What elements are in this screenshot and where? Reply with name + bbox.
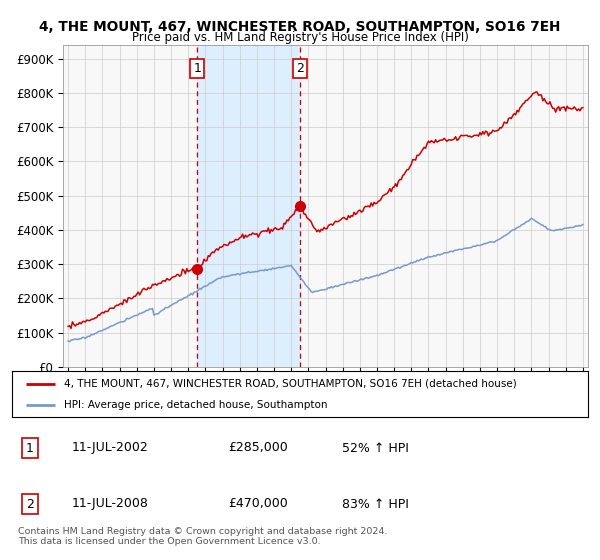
Text: £470,000: £470,000 xyxy=(228,497,288,511)
Text: 4, THE MOUNT, 467, WINCHESTER ROAD, SOUTHAMPTON, SO16 7EH: 4, THE MOUNT, 467, WINCHESTER ROAD, SOUT… xyxy=(40,20,560,34)
Text: £285,000: £285,000 xyxy=(228,441,288,455)
Text: 2: 2 xyxy=(296,62,304,75)
Text: Price paid vs. HM Land Registry's House Price Index (HPI): Price paid vs. HM Land Registry's House … xyxy=(131,31,469,44)
Text: 11-JUL-2002: 11-JUL-2002 xyxy=(72,441,149,455)
Text: 4, THE MOUNT, 467, WINCHESTER ROAD, SOUTHAMPTON, SO16 7EH (detached house): 4, THE MOUNT, 467, WINCHESTER ROAD, SOUT… xyxy=(64,379,517,389)
Text: 52% ↑ HPI: 52% ↑ HPI xyxy=(342,441,409,455)
Text: 1: 1 xyxy=(26,441,34,455)
Text: Contains HM Land Registry data © Crown copyright and database right 2024.
This d: Contains HM Land Registry data © Crown c… xyxy=(18,526,388,546)
Bar xyxy=(197,45,300,367)
Text: 83% ↑ HPI: 83% ↑ HPI xyxy=(342,497,409,511)
Text: 1: 1 xyxy=(193,62,201,75)
Text: HPI: Average price, detached house, Southampton: HPI: Average price, detached house, Sout… xyxy=(64,400,328,410)
Text: 2: 2 xyxy=(26,497,34,511)
Text: 11-JUL-2008: 11-JUL-2008 xyxy=(72,497,149,511)
